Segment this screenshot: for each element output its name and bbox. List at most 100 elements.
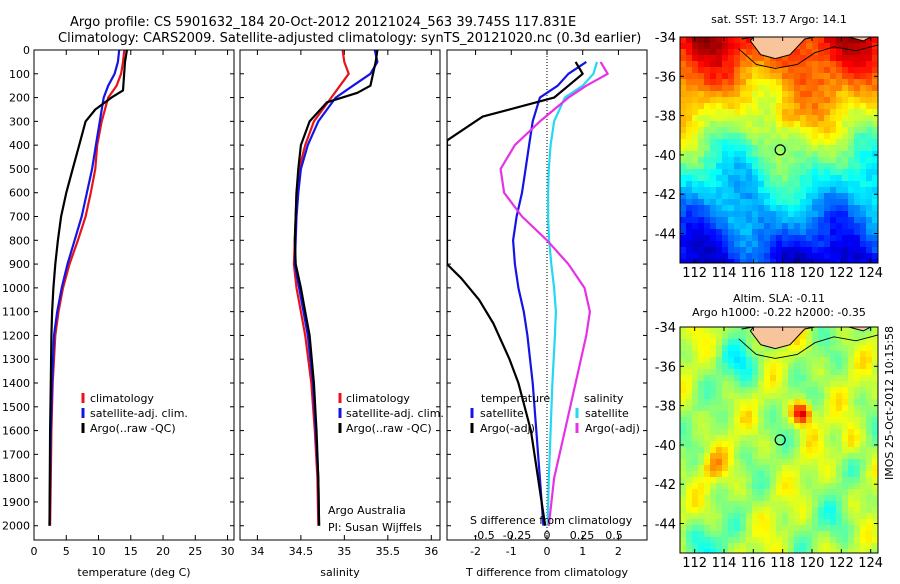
map-cell: [860, 453, 867, 460]
map-cell: [860, 79, 867, 86]
map-cell: [734, 339, 741, 346]
map-cell: [734, 441, 741, 448]
map-cell: [872, 423, 879, 430]
map-cell: [728, 351, 735, 358]
map-cell: [776, 465, 783, 472]
map-cell: [872, 85, 879, 92]
map-cell: [692, 79, 699, 86]
map-cell: [872, 495, 879, 502]
map-cell: [794, 459, 801, 466]
map-cell: [740, 139, 747, 146]
map-cell: [854, 435, 861, 442]
map-cell: [866, 151, 873, 158]
map-cell: [776, 351, 783, 358]
map-cell: [758, 387, 765, 394]
map-cell: [770, 259, 777, 264]
x-tick-label: 5: [63, 545, 70, 558]
difference-panel: -2 -1 0 1 2T difference from climatologytemp…: [446, 49, 648, 579]
map-cell: [764, 145, 771, 152]
map-cell: [734, 145, 741, 152]
map-cell: [848, 241, 855, 248]
map-cell: [704, 543, 711, 550]
map-cell: [764, 381, 771, 388]
map-cell: [734, 501, 741, 508]
map-cell: [746, 73, 753, 80]
map-cell: [842, 417, 849, 424]
map-cell: [806, 351, 813, 358]
map-cell: [734, 217, 741, 224]
map-cell: [734, 37, 741, 44]
map-cell: [836, 549, 843, 554]
map-cell: [740, 247, 747, 254]
map-cell: [710, 483, 717, 490]
map-cell: [722, 235, 729, 242]
map-cell: [764, 369, 771, 376]
x-tick-label: -2: [470, 545, 481, 558]
map-cell: [728, 537, 735, 544]
map-cell: [782, 163, 789, 170]
map-cell: [848, 543, 855, 550]
map-cell: [740, 55, 747, 62]
map-cell: [704, 67, 711, 74]
map-cell: [806, 549, 813, 554]
map-cell: [782, 229, 789, 236]
map-cell: [710, 435, 717, 442]
map-cell: [812, 217, 819, 224]
map-cell: [764, 507, 771, 514]
map-cell: [848, 193, 855, 200]
map-cell: [854, 471, 861, 478]
map-y-tick-label: -42: [655, 478, 676, 493]
map-cell: [752, 163, 759, 170]
map-cell: [764, 399, 771, 406]
map-cell: [788, 235, 795, 242]
map-cell: [818, 235, 825, 242]
map-cell: [746, 121, 753, 128]
map-cell: [842, 339, 849, 346]
map-cell: [800, 121, 807, 128]
map-cell: [740, 471, 747, 478]
map-cell: [830, 133, 837, 140]
map-cell: [728, 85, 735, 92]
map-cell: [758, 115, 765, 122]
map-cell: [812, 423, 819, 430]
map-cell: [680, 435, 687, 442]
map-cell: [794, 399, 801, 406]
map-cell: [740, 525, 747, 532]
map-cell: [782, 55, 789, 62]
map-cell: [698, 223, 705, 230]
map-cell: [836, 169, 843, 176]
map-cell: [686, 507, 693, 514]
map-cell: [824, 79, 831, 86]
map-cell: [794, 67, 801, 74]
map-cell: [848, 103, 855, 110]
map-cell: [800, 175, 807, 182]
map-cell: [872, 253, 879, 260]
map-cell: [836, 423, 843, 430]
map-cell: [794, 417, 801, 424]
map-cell: [764, 211, 771, 218]
map-cell: [806, 537, 813, 544]
map-cell: [794, 495, 801, 502]
map-cell: [692, 441, 699, 448]
map-cell: [710, 429, 717, 436]
map-cell: [740, 43, 747, 50]
map-cell: [746, 127, 753, 134]
map-cell: [740, 163, 747, 170]
map-cell: [872, 49, 879, 56]
map-cell: [872, 205, 879, 212]
map-cell: [740, 127, 747, 134]
map-cell: [872, 357, 879, 364]
map-cell: [716, 73, 723, 80]
map-cell: [698, 175, 705, 182]
map-cell: [860, 133, 867, 140]
map-cell: [830, 223, 837, 230]
map-cell: [722, 127, 729, 134]
map-cell: [692, 49, 699, 56]
map-cell: [788, 435, 795, 442]
map-cell: [848, 513, 855, 520]
map-cell: [722, 259, 729, 264]
map-cell: [824, 345, 831, 352]
map-cell: [806, 193, 813, 200]
map-cell: [788, 139, 795, 146]
map-cell: [806, 169, 813, 176]
